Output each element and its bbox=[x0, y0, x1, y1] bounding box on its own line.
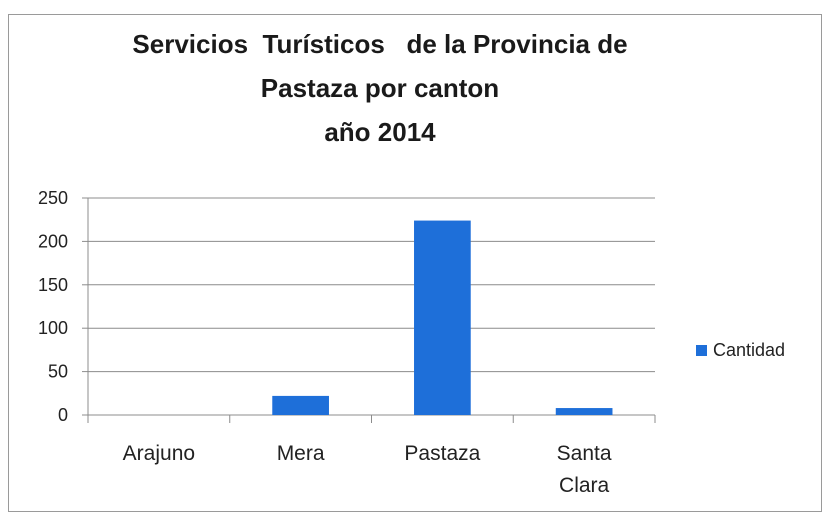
bar bbox=[555, 408, 613, 415]
y-tick-label: 250 bbox=[38, 188, 68, 208]
chart-title-line-1: Servicios Turísticos de la Provincia de bbox=[132, 29, 628, 59]
x-category-label: Arajuno bbox=[123, 442, 195, 465]
x-category-label-line: Santa bbox=[557, 442, 612, 465]
y-tick-label: 0 bbox=[58, 405, 68, 425]
chart-title-line-2: Pastaza por canton bbox=[260, 73, 500, 103]
y-tick-label: 150 bbox=[38, 275, 68, 295]
x-category-label-line: Arajuno bbox=[123, 442, 195, 465]
bar bbox=[414, 220, 471, 415]
legend-swatch bbox=[696, 345, 707, 356]
x-category-label-line: Clara bbox=[559, 474, 610, 497]
legend: Cantidad bbox=[696, 340, 785, 361]
x-category-label: Santa Clara bbox=[557, 442, 612, 497]
x-category-label-line: Pastaza bbox=[404, 442, 480, 465]
x-category-label-line: Mera bbox=[277, 442, 325, 465]
y-tick-label: 200 bbox=[38, 231, 68, 251]
chart-title: Servicios Turísticos de la Provincia de … bbox=[60, 22, 700, 154]
y-tick-label: 50 bbox=[48, 362, 68, 382]
chart-title-line-3: año 2014 bbox=[324, 117, 436, 147]
y-tick-label: 100 bbox=[38, 318, 68, 338]
legend-label: Cantidad bbox=[713, 340, 786, 360]
x-category-label: Mera bbox=[277, 442, 325, 465]
bar bbox=[272, 395, 329, 415]
x-category-label: Pastaza bbox=[404, 442, 480, 465]
